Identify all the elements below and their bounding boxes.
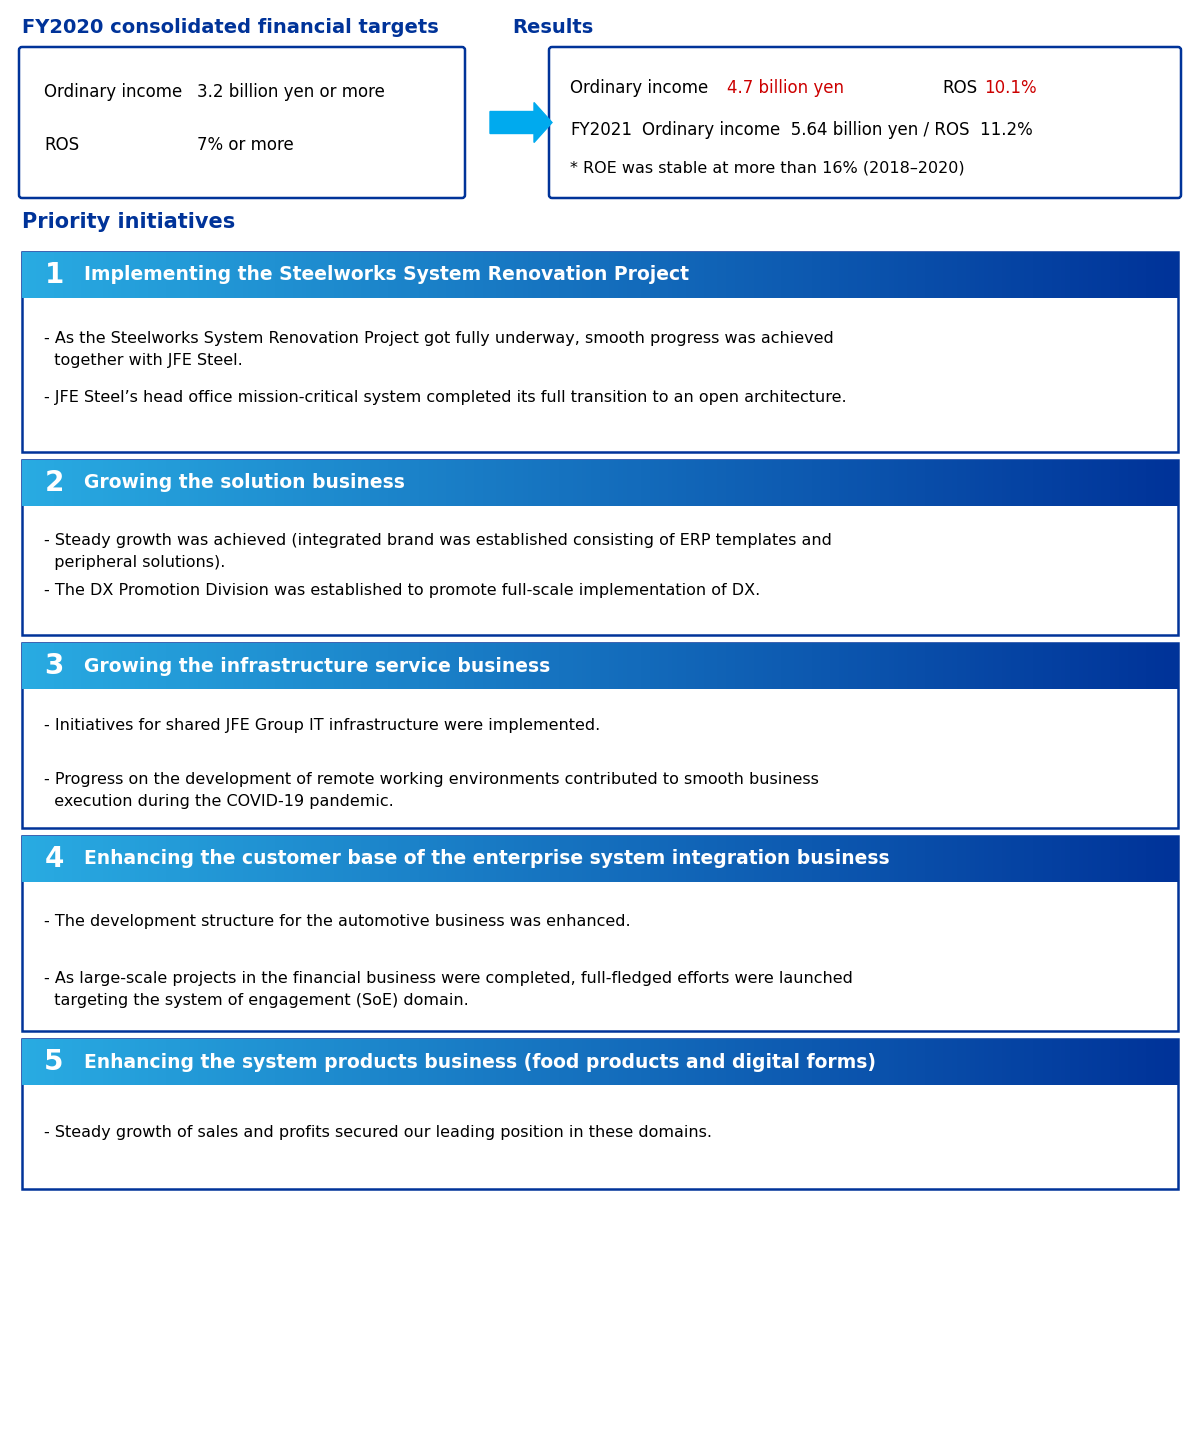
- FancyBboxPatch shape: [22, 836, 1178, 1032]
- Text: * ROE was stable at more than 16% (2018–2020): * ROE was stable at more than 16% (2018–…: [570, 161, 965, 175]
- Text: ROS: ROS: [942, 80, 977, 97]
- FancyBboxPatch shape: [550, 46, 1181, 199]
- Text: - JFE Steel’s head office mission-critical system completed its full transition : - JFE Steel’s head office mission-critic…: [44, 390, 847, 404]
- Text: 2: 2: [44, 469, 64, 497]
- Text: Enhancing the system products business (food products and digital forms): Enhancing the system products business (…: [84, 1052, 876, 1071]
- Text: 3.2 billion yen or more: 3.2 billion yen or more: [197, 83, 385, 101]
- FancyBboxPatch shape: [22, 459, 1178, 635]
- Text: FY2020 consolidated financial targets: FY2020 consolidated financial targets: [22, 17, 439, 38]
- Text: Growing the solution business: Growing the solution business: [84, 474, 404, 493]
- Text: Ordinary income: Ordinary income: [44, 83, 182, 101]
- Text: Ordinary income  5.64 billion yen / ROS  11.2%: Ordinary income 5.64 billion yen / ROS 1…: [642, 122, 1033, 139]
- Text: 1: 1: [44, 261, 64, 288]
- Text: 3: 3: [44, 652, 64, 680]
- FancyBboxPatch shape: [19, 46, 466, 199]
- Text: Growing the infrastructure service business: Growing the infrastructure service busin…: [84, 656, 551, 675]
- Text: 4.7 billion yen: 4.7 billion yen: [727, 80, 844, 97]
- FancyBboxPatch shape: [22, 1039, 1178, 1190]
- Text: - Progress on the development of remote working environments contributed to smoo: - Progress on the development of remote …: [44, 772, 818, 809]
- Text: ROS: ROS: [44, 136, 79, 154]
- FancyBboxPatch shape: [22, 643, 1178, 827]
- Text: 10.1%: 10.1%: [984, 80, 1037, 97]
- Text: FY2021: FY2021: [570, 122, 632, 139]
- Text: 4: 4: [44, 845, 64, 872]
- Text: 7% or more: 7% or more: [197, 136, 294, 154]
- Text: Ordinary income: Ordinary income: [570, 80, 708, 97]
- Text: Priority initiatives: Priority initiatives: [22, 212, 235, 232]
- Text: - As the Steelworks System Renovation Project got fully underway, smooth progres: - As the Steelworks System Renovation Pr…: [44, 330, 834, 368]
- Text: 5: 5: [44, 1048, 64, 1077]
- FancyBboxPatch shape: [22, 252, 1178, 452]
- Text: - As large-scale projects in the financial business were completed, full-fledged: - As large-scale projects in the financi…: [44, 971, 853, 1009]
- Text: - The DX Promotion Division was established to promote full-scale implementation: - The DX Promotion Division was establis…: [44, 582, 761, 598]
- FancyArrow shape: [490, 103, 552, 142]
- Text: - Initiatives for shared JFE Group IT infrastructure were implemented.: - Initiatives for shared JFE Group IT in…: [44, 719, 600, 733]
- Text: Implementing the Steelworks System Renovation Project: Implementing the Steelworks System Renov…: [84, 265, 689, 284]
- Text: - The development structure for the automotive business was enhanced.: - The development structure for the auto…: [44, 913, 631, 929]
- Text: Results: Results: [512, 17, 593, 38]
- Text: Enhancing the customer base of the enterprise system integration business: Enhancing the customer base of the enter…: [84, 849, 889, 868]
- Text: - Steady growth was achieved (integrated brand was established consisting of ERP: - Steady growth was achieved (integrated…: [44, 533, 832, 571]
- Text: - Steady growth of sales and profits secured our leading position in these domai: - Steady growth of sales and profits sec…: [44, 1124, 712, 1139]
